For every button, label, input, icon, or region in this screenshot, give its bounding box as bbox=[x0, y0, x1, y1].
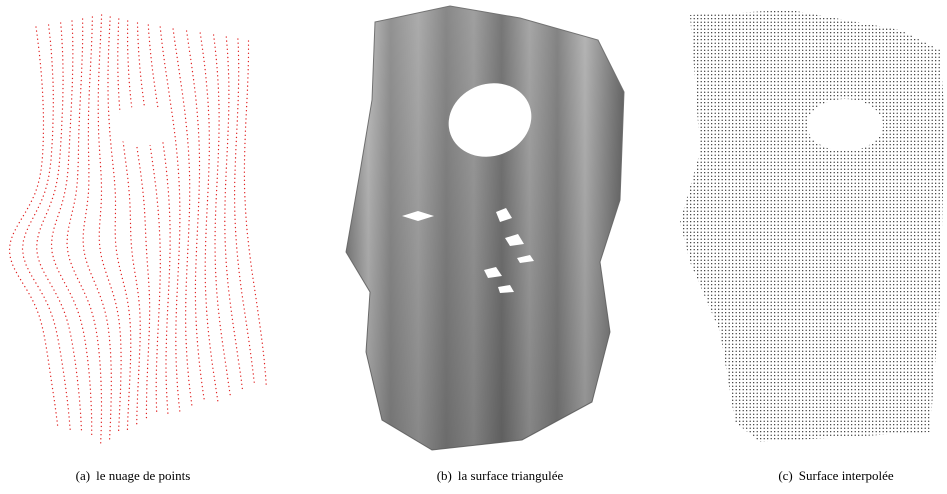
triangulated-surface bbox=[346, 6, 624, 450]
scan-line bbox=[225, 37, 243, 389]
scan-line bbox=[128, 21, 150, 421]
caption-text: Surface interpolée bbox=[799, 468, 894, 483]
scan-line bbox=[214, 35, 231, 395]
scan-line bbox=[173, 29, 192, 405]
scan-line bbox=[235, 39, 255, 383]
caption-label: (c) bbox=[778, 468, 792, 483]
scan-line bbox=[23, 25, 71, 433]
interpolated-surface bbox=[680, 10, 945, 442]
page: (a) le nuage de points (b) la surface tria… bbox=[0, 0, 947, 494]
caption: (b) la surface triangulée bbox=[437, 468, 564, 483]
scan-line bbox=[9, 27, 57, 427]
scan-line bbox=[98, 15, 121, 431]
scan-line bbox=[37, 23, 82, 431]
caption-text: le nuage de points bbox=[96, 468, 190, 483]
scan-line bbox=[52, 21, 92, 437]
caption-label: (a) bbox=[76, 468, 90, 483]
scan-line bbox=[108, 17, 131, 433]
caption-text: la surface triangulée bbox=[458, 468, 564, 483]
scan-line bbox=[83, 17, 111, 441]
scan-line bbox=[160, 27, 180, 411]
scan-line bbox=[200, 33, 218, 401]
hole bbox=[112, 106, 172, 146]
caption: (a) le nuage de points bbox=[76, 468, 191, 483]
scan-line bbox=[187, 31, 205, 399]
figure: (a) le nuage de points (b) la surface tria… bbox=[0, 0, 947, 494]
caption-label: (b) bbox=[437, 468, 452, 483]
scan-line bbox=[148, 25, 170, 417]
caption: (c) Surface interpolée bbox=[778, 468, 894, 483]
scan-line bbox=[138, 23, 161, 415]
point-cloud bbox=[9, 15, 266, 443]
scan-line bbox=[118, 19, 140, 427]
